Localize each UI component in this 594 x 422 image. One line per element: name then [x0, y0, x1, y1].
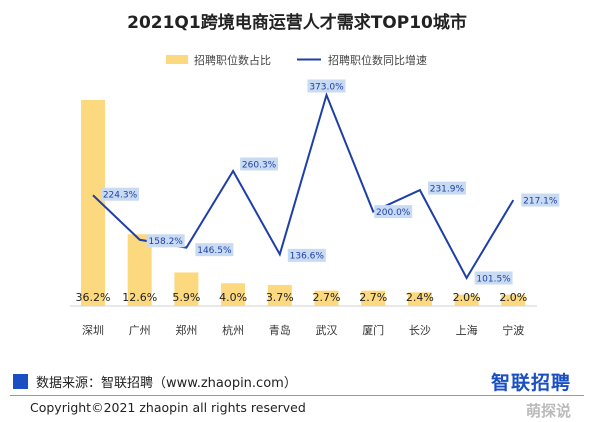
line-value-label: 146.5% — [197, 246, 232, 256]
line-value-label: 217.1% — [523, 196, 558, 206]
legend-swatch-bar — [166, 55, 188, 64]
category-label: 武汉 — [316, 324, 338, 337]
line-label-bg — [374, 205, 413, 219]
bar-series — [81, 100, 526, 306]
bar-宁波 — [501, 294, 526, 306]
zhaopin-logo: 智联招聘 — [491, 372, 572, 394]
watermark: 萌探说 — [526, 402, 572, 420]
line-value-label: 200.0% — [376, 208, 411, 218]
bar-value-label: 2.0% — [499, 291, 527, 304]
category-label: 宁波 — [502, 323, 524, 337]
category-label: 长沙 — [409, 324, 431, 337]
line-label-bg — [427, 181, 466, 195]
bar-value-label: 4.0% — [219, 291, 247, 304]
line-label-bg — [101, 187, 139, 201]
line-label-bg — [195, 243, 234, 257]
category-label: 上海 — [456, 323, 478, 337]
line-label-bg — [146, 234, 185, 248]
footer: 数据来源：智联招聘（www.zhaopin.com） 智联招聘 Copyrigh… — [0, 363, 594, 422]
chart-title: 2021Q1跨境电商运营人才需求TOP10城市 — [127, 12, 467, 33]
bar-杭州 — [221, 283, 246, 306]
bar-武汉 — [314, 290, 339, 306]
bar-value-label: 2.7% — [359, 291, 387, 304]
bar-value-label: 2.4% — [406, 291, 434, 304]
bar-value-label: 2.0% — [453, 291, 481, 304]
category-label: 杭州 — [222, 323, 244, 337]
line-value-label: 260.3% — [242, 160, 277, 170]
category-label: 青岛 — [269, 323, 291, 337]
category-labels: 深圳 广州 郑州 杭州 青岛 武汉 厦门 长沙 上海 宁波 — [82, 323, 524, 337]
bar-长沙 — [407, 292, 432, 306]
bar-青岛 — [267, 284, 292, 306]
legend-label-bar: 招聘职位数占比 — [194, 53, 271, 67]
line-value-label: 136.6% — [290, 252, 325, 262]
line-label-bg — [307, 79, 346, 93]
category-label: 厦门 — [362, 323, 384, 337]
line-label-bg — [521, 193, 560, 207]
line-label-bg — [287, 248, 326, 262]
bar-value-label: 36.2% — [76, 291, 111, 304]
line-value-label: 224.3% — [103, 191, 138, 201]
legend-label-line: 招聘职位数同比增速 — [328, 53, 427, 67]
chart: 2021Q1跨境电商运营人才需求TOP10城市 招聘职位数占比 招聘职位数同比增… — [70, 12, 560, 337]
category-label: 广州 — [129, 324, 151, 337]
bar-labels: 36.2% 12.6% 5.9% 4.0% 3.7% 2.7% 2.7% 2.4% 2.0% 2.… — [76, 291, 528, 304]
divider — [10, 395, 584, 396]
line-value-label: 373.0% — [309, 82, 344, 92]
data-source: 数据来源：智联招聘（www.zhaopin.com） — [36, 376, 297, 391]
bar-上海 — [454, 294, 479, 306]
category-label: 郑州 — [175, 323, 197, 337]
line-series: 224.3% 158.2% 146.5% 260.3% 136.6% 373.0% 200.… — [92, 79, 560, 285]
category-label: 深圳 — [82, 324, 104, 337]
bar-value-label: 3.7% — [266, 291, 294, 304]
legend: 招聘职位数占比 招聘职位数同比增速 — [166, 53, 427, 67]
line-label-bg — [240, 157, 279, 171]
line-value-label: 231.9% — [430, 184, 465, 194]
line-value-label: 101.5% — [476, 274, 511, 284]
bar-value-label: 12.6% — [122, 291, 157, 304]
line-label-bg — [474, 271, 513, 285]
bar-厦门 — [361, 290, 386, 306]
copyright: Copyright©2021 zhaopin all rights reserv… — [30, 400, 306, 415]
source-marker-icon — [13, 374, 28, 389]
line-value-label: 158.2% — [149, 237, 184, 247]
bar-郑州 — [174, 272, 199, 306]
bar-value-label: 5.9% — [172, 291, 200, 304]
bar-value-label: 2.7% — [313, 291, 341, 304]
